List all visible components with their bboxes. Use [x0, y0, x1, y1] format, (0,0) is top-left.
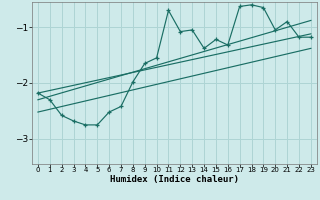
X-axis label: Humidex (Indice chaleur): Humidex (Indice chaleur): [110, 175, 239, 184]
